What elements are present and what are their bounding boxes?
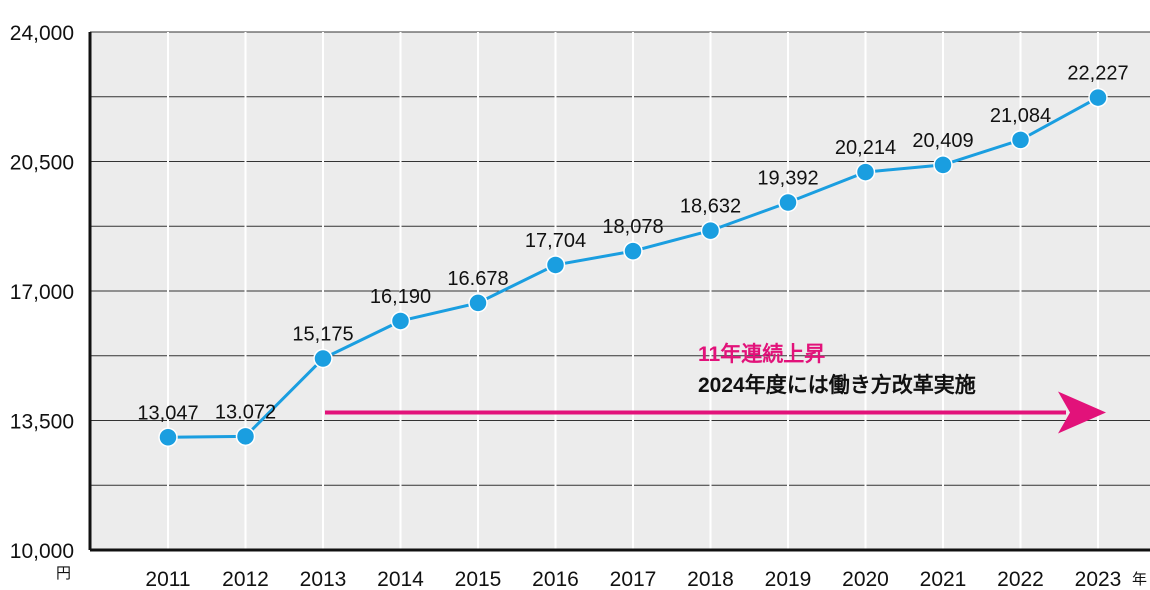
x-tick-label: 2023 bbox=[1075, 568, 1122, 590]
x-tick-label: 2022 bbox=[997, 568, 1044, 590]
data-label: 16.678 bbox=[447, 268, 508, 290]
data-point bbox=[158, 427, 178, 448]
data-label: 18,078 bbox=[602, 216, 663, 238]
data-point bbox=[1010, 130, 1031, 150]
data-point bbox=[778, 192, 798, 213]
x-tick-label: 2014 bbox=[377, 568, 424, 590]
data-label: 18,632 bbox=[680, 196, 741, 218]
x-tick-label: 2019 bbox=[765, 568, 812, 590]
data-label: 13,047 bbox=[137, 402, 198, 424]
x-tick-label: 2015 bbox=[455, 568, 502, 590]
data-point bbox=[700, 220, 721, 241]
x-tick-label: 2021 bbox=[920, 568, 967, 590]
x-tick-label: 2018 bbox=[687, 568, 734, 590]
arrow-head bbox=[1058, 391, 1106, 434]
x-unit-label: 年 bbox=[1132, 571, 1147, 588]
data-point bbox=[933, 155, 953, 175]
annotation-arrow bbox=[325, 391, 1106, 434]
series-points bbox=[158, 87, 1108, 448]
y-tick-label: 13,500 bbox=[10, 411, 74, 434]
x-tick-label: 2016 bbox=[532, 568, 579, 590]
data-point bbox=[855, 162, 876, 182]
y-tick-label: 10,000 bbox=[10, 540, 74, 563]
x-tick-label: 2020 bbox=[842, 568, 889, 590]
y-tick-label: 17,000 bbox=[10, 281, 74, 304]
annotation-line2: 2024年度には働き方改革実施 bbox=[698, 373, 976, 397]
data-label: 13.072 bbox=[215, 401, 276, 423]
x-tick-label: 2017 bbox=[610, 568, 657, 590]
x-tick-labels: 2011 2012 2013 2014 2015 2016 2017 2018 2019 2020… bbox=[145, 568, 1121, 590]
data-label: 20,409 bbox=[912, 130, 973, 152]
y-tick-label: 24,000 bbox=[10, 22, 74, 45]
data-labels: 13,047 13.072 15,175 16,190 16.678 17,704 18,0… bbox=[137, 63, 1128, 425]
data-point bbox=[235, 426, 256, 447]
data-point bbox=[390, 311, 411, 331]
grid-lines bbox=[90, 31, 1150, 550]
x-tick-label: 2011 bbox=[145, 568, 190, 590]
data-label: 21,084 bbox=[990, 105, 1051, 127]
x-tick-label: 2012 bbox=[222, 568, 269, 590]
y-unit-label: 円 bbox=[56, 565, 71, 582]
data-label: 17,704 bbox=[525, 230, 586, 252]
y-tick-label: 20,500 bbox=[10, 152, 74, 175]
x-tick-label: 2013 bbox=[300, 568, 347, 590]
annotation-line1: 11年連続上昇 bbox=[698, 342, 825, 366]
y-tick-labels: 10,000 13,500 17,000 20,500 24,000 bbox=[10, 22, 74, 563]
data-point bbox=[545, 255, 566, 275]
data-point bbox=[623, 241, 643, 261]
data-label: 19,392 bbox=[757, 167, 818, 189]
data-point bbox=[1088, 87, 1108, 108]
data-label: 15,175 bbox=[292, 324, 353, 346]
axes bbox=[88, 32, 1150, 552]
data-label: 16,190 bbox=[370, 286, 431, 308]
data-label: 20,214 bbox=[835, 137, 896, 159]
data-point bbox=[468, 293, 488, 313]
data-point bbox=[313, 348, 333, 369]
data-label: 22,227 bbox=[1067, 63, 1128, 85]
